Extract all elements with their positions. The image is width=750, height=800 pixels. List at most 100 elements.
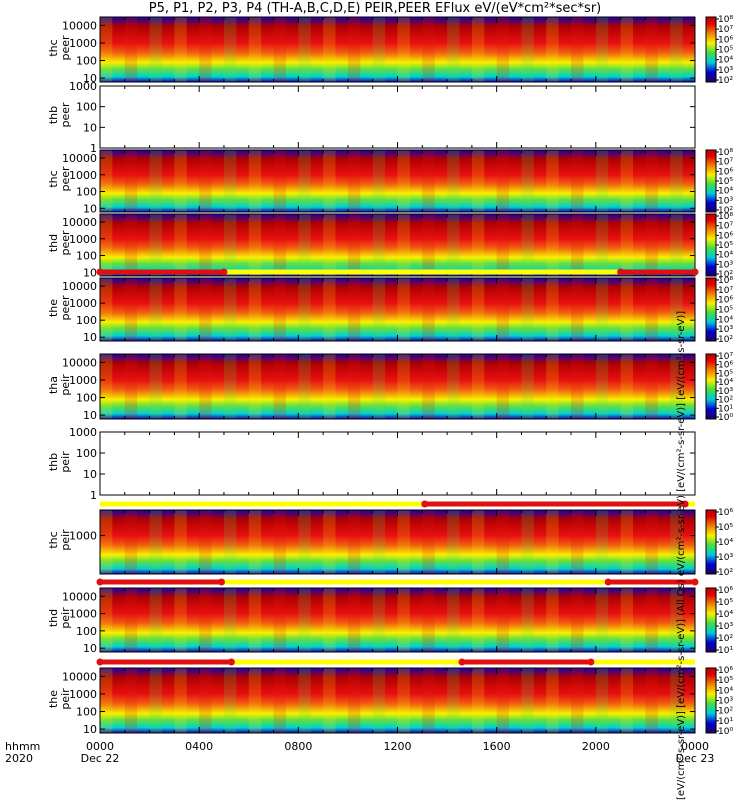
colorbar-tick: 10⁴ [718, 538, 733, 548]
x-tick-label: 1200 [384, 740, 412, 753]
y-tick-label: 10 [83, 202, 97, 215]
colorbar-tick: 10² [718, 76, 733, 86]
panel-label: thc peer [47, 149, 72, 209]
panel-label-line2: peir [59, 529, 72, 551]
y-tick-label: 1 [90, 489, 97, 502]
colorbar-tick: 10³ [718, 196, 733, 206]
y-tick-label: 10000 [62, 152, 97, 165]
x-tick-label: 0400 [185, 740, 213, 753]
x-tick-date: Dec 23 [676, 752, 715, 765]
colorbar-tick: 10⁶ [718, 167, 733, 177]
colorbar-tick: 10⁴ [718, 686, 733, 696]
flag-marker [220, 268, 228, 276]
colorbar [705, 509, 717, 575]
colorbar-tick: 10² [718, 707, 733, 717]
flag-marker [681, 500, 689, 508]
colorbar-tick: 10³ [718, 553, 733, 563]
colorbar [705, 149, 717, 213]
y-tick-label: 1 [90, 142, 97, 155]
panel-label-line2: peer [59, 294, 72, 321]
flag-marker [604, 578, 612, 586]
chart-title: P5, P1, P2, P3, P4 (TH-A,B,C,D,E) PEIR,P… [148, 1, 602, 16]
colorbar-tick: 10² [718, 270, 733, 280]
panel-thd-peir: 10 100 1000 10000 10¹ 10² 10³ 10⁴ 10⁵ 10⁶ [62, 578, 733, 656]
flag-marker [227, 658, 235, 666]
colorbar-tick: 10⁴ [718, 56, 733, 66]
panel-label: the peer [47, 278, 72, 338]
panel-label-line2: peer [59, 230, 72, 256]
y-tick-label: 1000 [69, 426, 97, 439]
colorbar-tick: 10⁷ [718, 286, 733, 296]
panel-thc-peir: 1000 10² 10³ 10⁴ 10⁵ 10⁶ [69, 500, 733, 578]
y-tick-label: 100 [76, 186, 97, 199]
panel-label: thc peer [47, 18, 72, 78]
y-tick-label: 10 [83, 72, 97, 85]
panel-frame [99, 431, 696, 496]
panel-label: thd peer [47, 213, 72, 273]
y-tick-label: 1000 [69, 233, 97, 246]
y-tick-label: 10 [83, 723, 97, 736]
y-tick-label: 1000 [69, 37, 97, 50]
flag-marker [96, 658, 104, 666]
colorbar-tick: 10² [718, 634, 733, 644]
colorbar-tick: 10⁶ [718, 666, 733, 676]
panel-label: thc peir [47, 510, 72, 570]
y-tick-label: 10 [83, 331, 97, 344]
colorbar-tick: 10⁸ [718, 15, 733, 25]
colorbar-tick: 10⁴ [718, 187, 733, 197]
colorbar-tick: 10⁵ [718, 598, 733, 608]
y-tick-label: 10000 [62, 280, 97, 293]
colorbar-tick: 10⁶ [718, 35, 733, 45]
panel-label: tha peir [47, 355, 72, 415]
y-tick-label: 100 [76, 392, 97, 405]
colorbar-tick: 10⁰ [718, 727, 733, 737]
y-tick-label: 100 [76, 250, 97, 263]
colorbar-tick: 10⁸ [718, 276, 733, 286]
panel-thb-peer: 1 10 100 1000 [69, 80, 696, 155]
y-tick-label: 10 [83, 468, 97, 481]
panel-label: thb peir [47, 432, 72, 492]
y-tick-label: 10 [83, 266, 97, 279]
colorbar-tick: 10⁵ [718, 676, 733, 686]
panel-label-line2: peer [59, 102, 72, 128]
colorbar-tick: 10⁷ [718, 158, 733, 168]
colorbar-tick: 10⁴ [718, 315, 733, 325]
panel-label-line2: peir [59, 450, 72, 473]
y-tick-label: 1000 [69, 530, 97, 543]
panel-thb-peir: 1 10 100 1000 [69, 426, 696, 502]
x-tick-date: Dec 22 [81, 752, 120, 765]
flag-marker [691, 268, 699, 276]
panel-label: thb peer [47, 85, 72, 145]
panel-label-line2: peir [59, 373, 72, 396]
colorbar-tick: 10³ [718, 66, 733, 76]
colorbar-tick: 10³ [718, 387, 733, 397]
colorbar [705, 587, 717, 653]
colorbar-tick: 10³ [718, 622, 733, 632]
y-tick-label: 10000 [62, 356, 97, 369]
flag-marker [691, 578, 699, 586]
colorbar [705, 667, 717, 734]
y-tick-label: 100 [76, 447, 97, 460]
colorbar-tick: 10² [718, 396, 733, 406]
colorbar [705, 277, 717, 342]
y-tick-label: 100 [76, 706, 97, 719]
colorbar-tick: 10² [718, 568, 733, 578]
colorbar-tick: 10⁶ [718, 586, 733, 596]
flag-marker [458, 658, 466, 666]
colorbar-tick: 10¹ [718, 646, 733, 656]
y-tick-label: 10 [83, 121, 97, 134]
colorbar-tick: 10⁵ [718, 369, 733, 379]
colorbar-tick: 10⁵ [718, 306, 733, 316]
y-tick-label: 10000 [62, 216, 97, 229]
y-tick-label: 100 [76, 314, 97, 327]
flag-marker [96, 268, 104, 276]
panel-label: thd peir [47, 588, 72, 648]
panel-label: the peir [47, 669, 72, 729]
flag-marker [96, 578, 104, 586]
colorbar-tick: 10³ [718, 325, 733, 335]
colorbar-tick: 10⁶ [718, 296, 733, 306]
